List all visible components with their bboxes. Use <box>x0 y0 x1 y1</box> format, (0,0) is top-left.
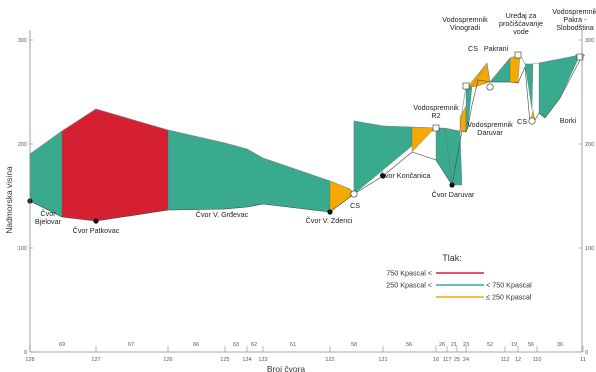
x-axis-title: Broj čvora <box>267 364 306 372</box>
legend: Tlak: 750 Kpascal < 250 Kpascal < < 750 Kpa… <box>386 253 532 302</box>
segment-distance-label: 67 <box>128 342 134 348</box>
node-number-label: 126 <box>163 357 172 363</box>
y-axis-title: Nadmorska visina <box>4 166 14 234</box>
pressure-band-8 <box>444 127 463 186</box>
tick-labels: 0 0 100 100 200 200 300 300 <box>18 38 594 356</box>
node-annotation: Vodospremnik Daruvar <box>467 120 513 137</box>
node-annotation: Čvor V. Zdenci <box>306 216 353 225</box>
pressure-band-16 <box>538 54 581 119</box>
reservoir-marker <box>576 53 584 61</box>
node-annotation: Pakrani <box>484 44 509 53</box>
segment-distance-label: 66 <box>193 342 199 348</box>
node-number-label: 11 <box>580 357 586 363</box>
pressure-bands <box>27 51 586 224</box>
node-annotation: Čvor Patkovac <box>73 226 120 235</box>
pump-station-marker <box>528 117 536 125</box>
segment-distance-label: 62 <box>251 342 257 348</box>
segment-distance-label: 19 <box>511 342 517 348</box>
y-tick-label-left: 100 <box>18 246 27 252</box>
pressure-band-13 <box>509 54 521 84</box>
legend-title: Tlak: <box>442 253 462 263</box>
segment-distance-label: 52 <box>487 342 493 348</box>
node-annotation: Vodospremnik R2 <box>413 103 459 120</box>
node-annotation: CS <box>517 117 527 126</box>
segment-distance-label: 36 <box>557 342 563 348</box>
node-annotation: CS <box>350 201 360 210</box>
node-number-label: 16 <box>433 357 439 363</box>
legend-label-right: < 750 Kpascal <box>486 281 532 290</box>
reservoir-marker <box>462 82 470 90</box>
node-number-label: 117 <box>443 357 452 363</box>
junction-marker <box>93 218 99 224</box>
node-number-label: 25 <box>454 357 460 363</box>
node-annotation: Čvor V. Grđevac <box>196 210 249 219</box>
junction-marker <box>327 209 333 215</box>
pressure-band-14 <box>524 63 534 111</box>
segment-distance-label: 56 <box>406 342 412 348</box>
segment-distance-label: 58 <box>351 342 357 348</box>
node-number-label: 124 <box>242 357 251 363</box>
y-tick-label-left: 300 <box>18 38 27 44</box>
junction-marker <box>449 182 455 188</box>
axes: Nadmorska visina Broj čvora <box>4 30 583 372</box>
node-number-label: 110 <box>533 357 542 363</box>
node-annotation: Čvor Daruvar <box>432 190 475 199</box>
node-annotation: Čvor Bjelovar <box>35 209 62 226</box>
node-number-label: 122 <box>325 357 334 363</box>
node-annotation: Čvor Končanica <box>380 171 431 180</box>
reservoir-marker <box>432 124 440 132</box>
node-number-label: 112 <box>501 357 510 363</box>
pressure-band-1 <box>29 130 63 218</box>
node-annotation: Uređaj za pročišćavanje vode <box>499 11 543 36</box>
node-number-label: 121 <box>378 357 387 363</box>
segment-distance-label: 56 <box>528 342 534 348</box>
segment-distance-label: 21 <box>451 342 457 348</box>
node-axis: 128 127 126 125 124 123 122 121 16 117 25 24 112 12 11… <box>25 342 585 363</box>
node-number-label: 125 <box>220 357 229 363</box>
legend-label-left: 250 Kpascal < <box>386 281 432 290</box>
pressure-band-9 <box>459 105 467 133</box>
node-annotation: Vodospremnik Pakra -Slobodština <box>552 7 596 32</box>
y-tick-label-right: 100 <box>585 246 594 252</box>
segment-distance-label: 26 <box>439 342 445 348</box>
legend-label-right: ≤ 250 Kpascal <box>486 293 532 302</box>
pressure-band-5 <box>353 120 413 195</box>
y-tick-label-left: 200 <box>18 142 27 148</box>
junction-marker <box>380 173 386 179</box>
node-number-label: 24 <box>463 357 469 363</box>
pressure-band-2 <box>61 108 169 222</box>
node-annotation: CS <box>468 44 478 53</box>
segment-distance-label: 23 <box>463 342 469 348</box>
node-number-label: 12 <box>515 357 521 363</box>
node-number-label: 128 <box>25 357 34 363</box>
y-tick-label-right: 200 <box>585 142 594 148</box>
pressure-band-3 <box>167 129 331 213</box>
y-tick-label-right: 300 <box>585 38 594 44</box>
segment-distance-label: 63 <box>233 342 239 348</box>
reservoir-marker <box>514 51 522 59</box>
legend-label-left: 750 Kpascal < <box>386 269 432 278</box>
node-annotation: Borki <box>560 116 577 125</box>
node-annotations: Čvor Bjelovar Čvor Patkovac Čvor V. Grđevac… <box>35 7 596 235</box>
segment-distance-label: 69 <box>59 342 65 348</box>
node-number-label: 127 <box>91 357 100 363</box>
node-number-label: 123 <box>258 357 267 363</box>
node-annotation: Vodospremnik Vinogradi <box>442 15 488 32</box>
y-tick-label-left: 0 <box>24 350 27 356</box>
y-tick-label-right: 0 <box>585 350 588 356</box>
pump-station-marker <box>350 190 358 198</box>
pressure-band-6 <box>411 126 437 153</box>
segment-distance-label: 61 <box>290 342 296 348</box>
pump-station-marker <box>486 83 494 91</box>
